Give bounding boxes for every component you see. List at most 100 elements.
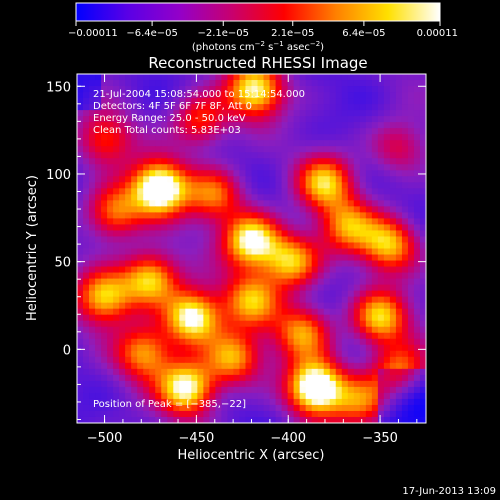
heatmap-cell — [239, 248, 247, 256]
heatmap-cell — [389, 260, 397, 268]
heatmap-cell — [161, 230, 168, 238]
heatmap-cell — [257, 332, 265, 340]
heatmap-cell — [413, 380, 421, 388]
heatmap-cell — [257, 140, 265, 147]
heatmap-cell — [293, 302, 301, 310]
heatmap-cell — [347, 200, 355, 207]
heatmap-cell — [275, 338, 283, 346]
heatmap-cell — [209, 350, 216, 358]
heatmap-cell — [227, 170, 235, 177]
heatmap-cell — [341, 194, 349, 201]
heatmap-cell — [101, 236, 108, 244]
heatmap-cell — [389, 326, 397, 334]
heatmap-cell — [395, 182, 403, 189]
heatmap-cell — [155, 200, 162, 207]
heatmap-cell — [299, 362, 307, 370]
heatmap-cell — [185, 164, 192, 171]
heatmap-cell — [281, 164, 289, 171]
heatmap-cell — [227, 80, 235, 87]
heatmap-cell — [335, 368, 343, 376]
heatmap-cell — [413, 134, 421, 141]
heatmap-cell — [335, 116, 343, 123]
heatmap-cell — [131, 98, 138, 105]
heatmap-cell — [155, 206, 162, 213]
heatmap-cell — [107, 98, 114, 105]
heatmap-cell — [239, 416, 247, 423]
heatmap-cell — [149, 146, 156, 153]
heatmap-cell — [389, 182, 397, 189]
heatmap-cell — [311, 398, 319, 406]
heatmap-cell — [245, 254, 253, 262]
heatmap-cell — [203, 338, 210, 346]
heatmap-cell — [299, 242, 307, 250]
heatmap-cell — [347, 326, 355, 334]
heatmap-cell — [275, 86, 283, 93]
heatmap-cell — [269, 218, 277, 226]
heatmap-cell — [227, 350, 235, 358]
heatmap-cell — [197, 236, 204, 244]
heatmap-cell — [89, 368, 96, 376]
heatmap-cell — [341, 182, 349, 189]
heatmap-cell — [137, 284, 144, 292]
heatmap-cell — [197, 404, 204, 412]
heatmap-cell — [119, 410, 126, 418]
heatmap-cell — [401, 92, 409, 99]
heatmap-cell — [305, 308, 313, 316]
heatmap-cell — [245, 410, 253, 418]
heatmap-cell — [191, 98, 198, 105]
heatmap-cell — [281, 92, 289, 99]
heatmap-cell — [239, 86, 247, 93]
heatmap-cell — [125, 134, 132, 141]
heatmap-cell — [341, 206, 349, 213]
heatmap-cell — [173, 266, 180, 274]
heatmap-cell — [299, 284, 307, 292]
heatmap-cell — [137, 152, 144, 159]
heatmap-cell — [131, 302, 138, 310]
heatmap-cell — [419, 398, 426, 406]
heatmap-cell — [203, 128, 210, 135]
heatmap-cell — [227, 98, 235, 105]
heatmap-cell — [221, 398, 229, 406]
heatmap-cell — [197, 326, 204, 334]
heatmap-cell — [167, 266, 174, 274]
heatmap-cell — [89, 332, 96, 340]
heatmap-cell — [419, 344, 426, 352]
heatmap-cell — [89, 338, 96, 346]
heatmap-cell — [83, 164, 90, 171]
heatmap-cell — [257, 362, 265, 370]
heatmap-cell — [401, 386, 409, 394]
heatmap-cell — [161, 380, 168, 388]
heatmap-cell — [401, 158, 409, 165]
heatmap-cell — [275, 116, 283, 123]
heatmap-cell — [299, 218, 307, 226]
heatmap-cell — [173, 350, 180, 358]
heatmap-cell — [269, 110, 277, 117]
heatmap-cell — [233, 188, 241, 195]
heatmap-cell — [311, 392, 319, 400]
heatmap-cell — [173, 158, 180, 165]
heatmap-cell — [227, 194, 235, 201]
heatmap-cell — [221, 416, 229, 423]
heatmap-cell — [179, 314, 186, 322]
heatmap-cell — [347, 212, 355, 220]
heatmap-cell — [281, 332, 289, 340]
heatmap-cell — [233, 266, 241, 274]
heatmap-cell — [395, 254, 403, 262]
heatmap-cell — [251, 236, 259, 244]
heatmap-cell — [131, 314, 138, 322]
heatmap-cell — [353, 86, 361, 93]
heatmap-cell — [341, 362, 349, 370]
heatmap-cell — [251, 122, 259, 129]
heatmap-cell — [359, 332, 367, 340]
heatmap-cell — [419, 374, 426, 382]
heatmap-cell — [347, 80, 355, 87]
heatmap-cell — [173, 278, 180, 286]
heatmap-cell — [119, 398, 126, 406]
heatmap-cell — [329, 338, 337, 346]
heatmap-cell — [245, 176, 253, 183]
heatmap-cell — [101, 194, 108, 201]
heatmap-cell — [245, 152, 253, 159]
heatmap-cell — [125, 404, 132, 412]
heatmap-cell — [407, 110, 415, 117]
heatmap-cell — [347, 146, 355, 153]
